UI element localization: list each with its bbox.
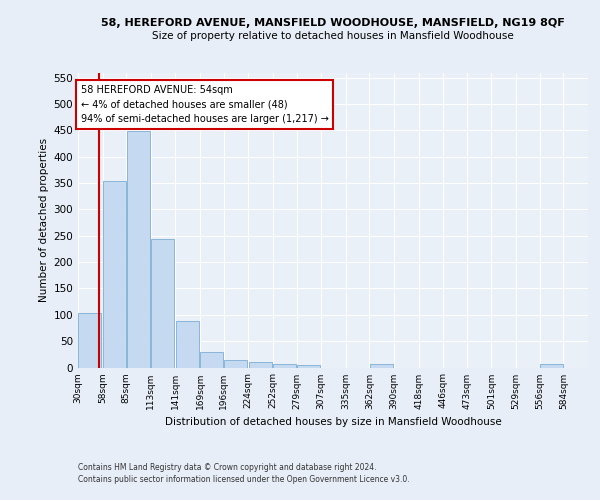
Text: Contains HM Land Registry data © Crown copyright and database right 2024.: Contains HM Land Registry data © Crown c… — [78, 464, 377, 472]
Bar — [176, 321, 199, 368]
Bar — [540, 364, 563, 368]
Text: 58, HEREFORD AVENUE, MANSFIELD WOODHOUSE, MANSFIELD, NG19 8QF: 58, HEREFORD AVENUE, MANSFIELD WOODHOUSE… — [101, 18, 565, 28]
Bar — [370, 364, 393, 368]
Bar — [248, 362, 272, 368]
Text: 58 HEREFORD AVENUE: 54sqm
← 4% of detached houses are smaller (48)
94% of semi-d: 58 HEREFORD AVENUE: 54sqm ← 4% of detach… — [80, 84, 329, 124]
Bar — [224, 360, 247, 368]
Bar — [273, 364, 296, 368]
Bar — [151, 240, 174, 368]
Text: Size of property relative to detached houses in Mansfield Woodhouse: Size of property relative to detached ho… — [152, 31, 514, 41]
Bar — [200, 352, 223, 368]
Bar — [103, 181, 126, 368]
Bar — [79, 313, 101, 368]
Bar — [127, 131, 149, 368]
Y-axis label: Number of detached properties: Number of detached properties — [39, 138, 49, 302]
X-axis label: Distribution of detached houses by size in Mansfield Woodhouse: Distribution of detached houses by size … — [164, 417, 502, 427]
Text: Contains public sector information licensed under the Open Government Licence v3: Contains public sector information licen… — [78, 474, 410, 484]
Bar — [297, 365, 320, 368]
